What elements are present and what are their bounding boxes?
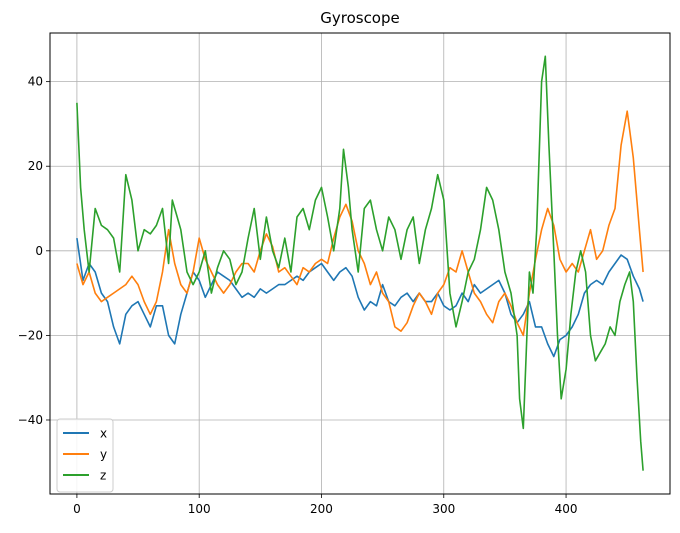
y-tick-label: −40 (18, 413, 43, 427)
y-tick-label: 40 (28, 75, 43, 89)
series-line-y (76, 110, 644, 337)
x-tick-label: 300 (432, 502, 455, 516)
series-line-x (76, 237, 644, 358)
x-tick-label: 200 (310, 502, 333, 516)
y-tick-label: 0 (35, 244, 43, 258)
legend-box (56, 418, 114, 493)
x-tick-label: 0 (73, 502, 81, 516)
series-lines (76, 55, 644, 471)
axis-ticks: 0 100 200 300 400 −40 −20 0 20 40 (18, 75, 578, 516)
plot-frame (49, 32, 671, 495)
grid (50, 33, 670, 494)
legend: xyz (56, 418, 114, 493)
legend-label-y: y (100, 448, 107, 462)
legend-label-x: x (100, 427, 107, 441)
y-tick-label: 20 (28, 159, 43, 173)
legend-label-z: z (100, 469, 106, 483)
chart-title: Gyroscope (320, 9, 400, 27)
y-tick-label: −20 (18, 328, 43, 342)
x-tick-label: 100 (188, 502, 211, 516)
series-line-z (76, 55, 644, 471)
x-tick-label: 400 (555, 502, 578, 516)
